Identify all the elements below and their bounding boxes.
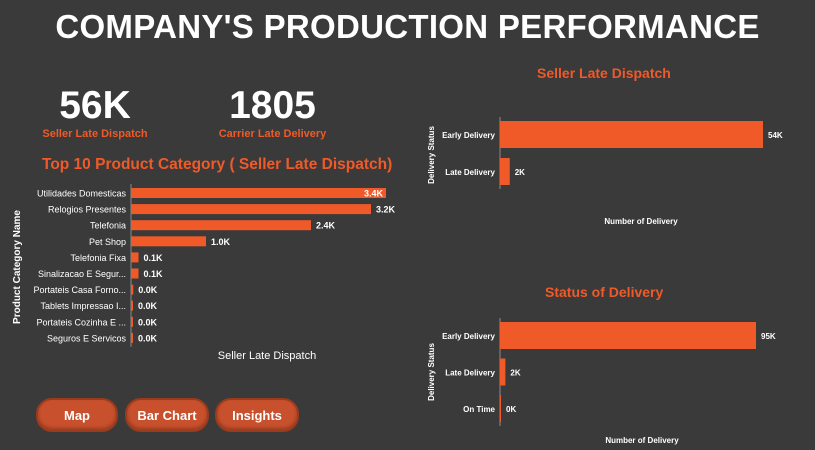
top10-bar [131, 332, 133, 343]
top10-bar [131, 316, 133, 327]
seller-y-axis-label: Delivery Status [427, 126, 436, 184]
top10-category-label: Telefonia [90, 221, 126, 231]
status-data-label: 2K [510, 369, 520, 378]
status-bar [500, 395, 501, 422]
status-data-label: 95K [761, 332, 776, 341]
status-data-label: 0K [506, 405, 516, 414]
top10-category-label: Utilidades Domesticas [37, 189, 127, 199]
top10-bar [131, 188, 386, 198]
top10-data-label: 1.0K [211, 237, 231, 247]
top10-data-label: 3.2K [376, 205, 396, 215]
top10-bar [131, 284, 134, 295]
top10-data-label: 0.0K [138, 301, 158, 311]
kpi-seller-late-dispatch: 56K Seller Late Dispatch [30, 84, 160, 141]
status-y-axis-label: Delivery Status [427, 343, 436, 401]
seller-x-axis-label: Number of Delivery [604, 217, 678, 226]
map-button[interactable]: Map [36, 398, 118, 432]
seller-bar [500, 121, 763, 148]
top10-data-label: 0.1K [144, 253, 164, 263]
status-x-axis-label: Number of Delivery [605, 436, 679, 445]
seller-category-label: Late Delivery [445, 168, 495, 177]
top10-data-label: 3.4K [364, 189, 384, 199]
seller-category-label: Early Delivery [442, 131, 495, 140]
status-category-label: Early Delivery [442, 332, 495, 341]
insights-button[interactable]: Insights [215, 398, 299, 432]
status-chart-title: Status of Delivery [545, 284, 664, 300]
top10-bar [131, 236, 206, 247]
top10-bar [131, 252, 139, 263]
kpi-value: 56K [59, 84, 131, 127]
seller-data-label: 54K [768, 131, 783, 140]
top10-category-label: Telefonia Fixa [70, 253, 126, 263]
top10-category-label: Portateis Casa Forno... [33, 285, 126, 295]
seller-bar [500, 158, 510, 185]
top10-category-label: Portateis Cozinha E ... [36, 317, 126, 327]
status-bar [500, 358, 506, 386]
status-category-label: On Time [463, 405, 495, 414]
top10-category-label: Relogios Presentes [48, 205, 127, 215]
top10-category-label: Pet Shop [89, 237, 126, 247]
kpi-value: 1805 [229, 84, 316, 127]
kpi-label: Seller Late Dispatch [42, 128, 148, 140]
top10-chart-title: Top 10 Product Category ( Seller Late Di… [42, 156, 393, 173]
seller-chart-title: Seller Late Dispatch [537, 65, 671, 81]
status-category-label: Late Delivery [445, 369, 495, 378]
status-bar [500, 322, 756, 349]
top10-x-axis-label: Seller Late Dispatch [218, 350, 316, 362]
top10-bar [131, 204, 371, 215]
top10-data-label: 2.4K [316, 221, 336, 231]
top10-bar [131, 268, 139, 279]
top10-bar [131, 220, 311, 231]
kpi-carrier-late-delivery: 1805 Carrier Late Delivery [200, 84, 345, 141]
bar-chart-button[interactable]: Bar Chart [125, 398, 209, 432]
top10-y-axis-label: Product Category Name [12, 210, 23, 324]
top10-data-label: 0.0K [138, 285, 158, 295]
top10-category-label: Tablets Impressao I... [40, 301, 126, 311]
top10-bar [131, 300, 133, 311]
seller-data-label: 2K [515, 168, 525, 177]
kpi-label: Carrier Late Delivery [218, 128, 327, 140]
dashboard-title: COMPANY'S PRODUCTION PERFORMANCE [55, 8, 760, 45]
top10-data-label: 0.0K [138, 333, 158, 343]
top10-category-label: Seguros E Servicos [47, 333, 127, 343]
top10-data-label: 0.1K [144, 269, 164, 279]
top10-data-label: 0.0K [138, 317, 158, 327]
top10-category-label: Sinalizacao E Segur... [38, 269, 126, 279]
